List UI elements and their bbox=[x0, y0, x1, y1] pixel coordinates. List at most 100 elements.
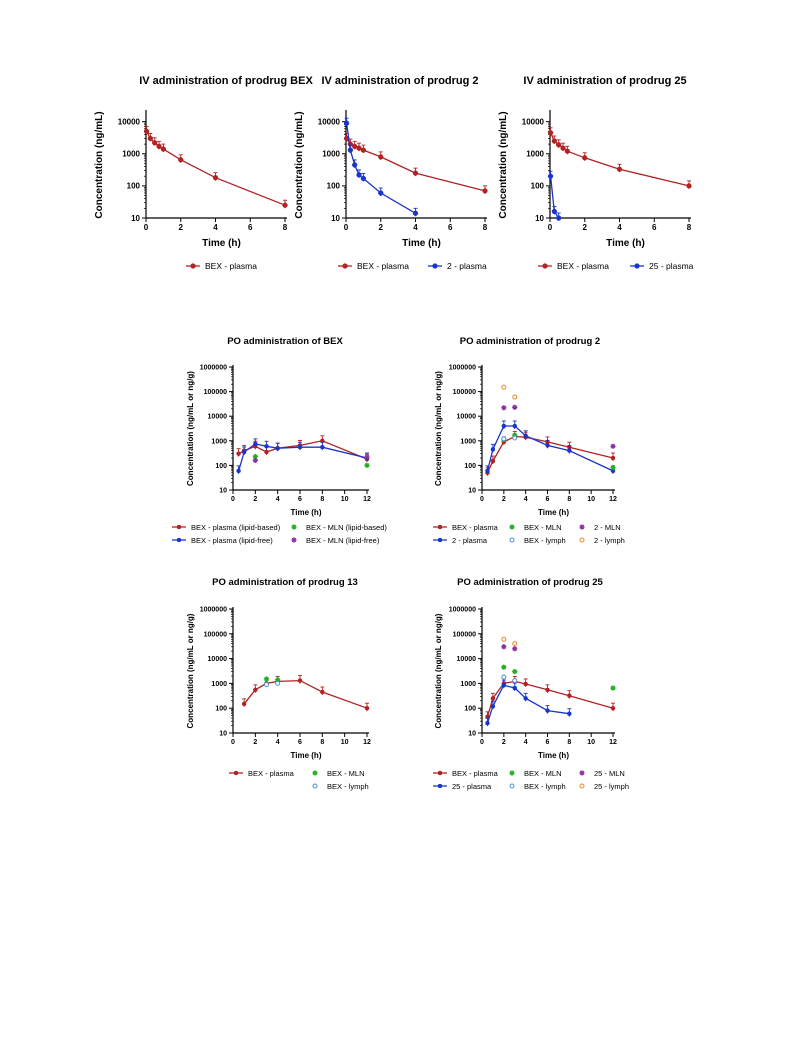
data-point bbox=[412, 170, 419, 176]
data-point bbox=[501, 664, 507, 670]
data-point bbox=[263, 676, 270, 682]
x-axis-label: Time (h) bbox=[606, 238, 645, 249]
x-tick-label: 2 bbox=[502, 739, 506, 746]
legend: BEX - plasma 2 - plasma bbox=[338, 261, 487, 271]
x-tick-label: 2 bbox=[253, 739, 257, 746]
series-2-lymph bbox=[501, 384, 518, 400]
legend-label: BEX - MLN bbox=[524, 523, 562, 532]
data-point bbox=[241, 701, 247, 707]
y-tick-label: 10000 bbox=[208, 414, 228, 421]
data-point bbox=[347, 147, 353, 153]
legend-swatch-marker bbox=[509, 524, 515, 530]
legend: BEX - plasma 2 - plasma BEX - MLN BEX - lym… bbox=[433, 523, 625, 545]
series-2-plasma bbox=[343, 117, 419, 217]
data-point bbox=[236, 468, 241, 474]
data-point bbox=[547, 173, 554, 179]
series-bex-plasma bbox=[241, 675, 370, 712]
data-point bbox=[378, 154, 384, 160]
legend-swatch-marker bbox=[291, 524, 297, 530]
series-bex-plasma bbox=[485, 675, 616, 720]
data-point bbox=[264, 444, 269, 449]
data-point bbox=[264, 449, 269, 455]
data-point bbox=[567, 448, 572, 453]
data-point bbox=[485, 468, 490, 474]
y-tick-label: 100 bbox=[215, 706, 227, 713]
legend-label: 25 - plasma bbox=[649, 261, 694, 271]
y-tick-label: 100 bbox=[327, 182, 341, 191]
x-tick-label: 4 bbox=[276, 739, 280, 746]
x-tick-label: 8 bbox=[483, 223, 488, 232]
chart-title: IV administration of prodrug BEX bbox=[139, 75, 313, 87]
x-tick-label: 2 bbox=[253, 496, 257, 503]
x-tick-label: 2 bbox=[583, 223, 588, 232]
data-point bbox=[610, 685, 616, 691]
x-tick-label: 0 bbox=[231, 739, 235, 746]
y-tick-label: 10 bbox=[468, 730, 476, 737]
y-tick-label: 10 bbox=[131, 214, 140, 223]
chart-panel-1: IV administration of prodrug BEX 10 100 100… bbox=[94, 75, 313, 271]
x-tick-label: 0 bbox=[480, 496, 484, 503]
y-axis-label: Concentration (ng/mL) bbox=[294, 111, 305, 218]
x-tick-label: 2 bbox=[502, 496, 506, 503]
x-tick-label: 10 bbox=[341, 496, 349, 503]
chart-title: PO administration of BEX bbox=[227, 336, 343, 347]
series-25-plasma bbox=[547, 170, 562, 221]
data-point bbox=[501, 674, 507, 680]
legend-label: BEX - plasma bbox=[452, 769, 499, 778]
x-tick-label: 0 bbox=[548, 223, 553, 232]
data-point bbox=[610, 443, 616, 449]
chart-title: PO administration of prodrug 13 bbox=[212, 577, 358, 588]
x-tick-label: 6 bbox=[652, 223, 657, 232]
y-tick-label: 1000 bbox=[211, 438, 227, 445]
x-tick-label: 6 bbox=[546, 739, 550, 746]
x-tick-label: 6 bbox=[448, 223, 453, 232]
y-tick-label: 1000 bbox=[322, 150, 340, 159]
series-bex-mln bbox=[501, 664, 616, 691]
legend-label: 2 - MLN bbox=[594, 523, 621, 532]
data-point bbox=[512, 646, 518, 652]
data-point bbox=[567, 711, 572, 716]
data-point bbox=[160, 146, 167, 152]
legend-swatch-marker bbox=[342, 263, 348, 269]
chart-panel-4: PO administration of BEX1010010001000010… bbox=[172, 336, 387, 545]
y-tick-label: 10000 bbox=[318, 117, 341, 126]
series-bex-mln bbox=[263, 676, 281, 683]
legend-label: BEX - lymph bbox=[327, 782, 369, 791]
legend-label: BEX - plasma bbox=[205, 261, 257, 271]
y-tick-label: 10000 bbox=[457, 656, 477, 663]
data-point bbox=[364, 454, 370, 460]
data-point bbox=[512, 641, 518, 647]
series-bex-plasma bbox=[547, 127, 692, 189]
legend-label: BEX - MLN (lipid-free) bbox=[306, 536, 380, 545]
legend-swatch-marker bbox=[432, 263, 438, 269]
data-point bbox=[501, 384, 507, 390]
series-bex-lymph bbox=[501, 435, 518, 442]
data-point bbox=[556, 142, 562, 148]
y-tick-label: 1000 bbox=[460, 681, 476, 688]
legend: BEX - plasma (lipid-based) BEX - plasma (… bbox=[172, 523, 387, 545]
series-bex-plasma bbox=[143, 125, 288, 209]
x-tick-label: 6 bbox=[298, 739, 302, 746]
y-axis-label: Concentration (ng/mL or ng/g) bbox=[186, 371, 195, 486]
data-point bbox=[512, 435, 518, 441]
y-axis-label: Concentration (ng/mL or ng/g) bbox=[434, 613, 443, 728]
data-point bbox=[616, 166, 623, 172]
y-axis-label: Concentration (ng/mL or ng/g) bbox=[186, 613, 195, 728]
series-bex-plasma-lipid-free bbox=[236, 438, 370, 474]
x-tick-label: 10 bbox=[587, 496, 595, 503]
legend-label: 2 - plasma bbox=[447, 261, 487, 271]
data-point bbox=[482, 188, 488, 194]
x-tick-label: 0 bbox=[231, 496, 235, 503]
data-point bbox=[282, 202, 288, 208]
data-point bbox=[501, 436, 507, 442]
legend-swatch-marker bbox=[176, 524, 182, 530]
y-tick-label: 100 bbox=[215, 463, 227, 470]
legend-label: BEX - plasma (lipid-free) bbox=[191, 536, 273, 545]
series-25-plasma bbox=[485, 679, 572, 727]
legend-swatch-marker bbox=[579, 524, 585, 530]
data-point bbox=[241, 449, 247, 455]
data-point bbox=[686, 183, 692, 189]
data-point bbox=[253, 441, 258, 447]
data-point bbox=[297, 444, 303, 450]
y-tick-label: 10 bbox=[219, 487, 227, 494]
